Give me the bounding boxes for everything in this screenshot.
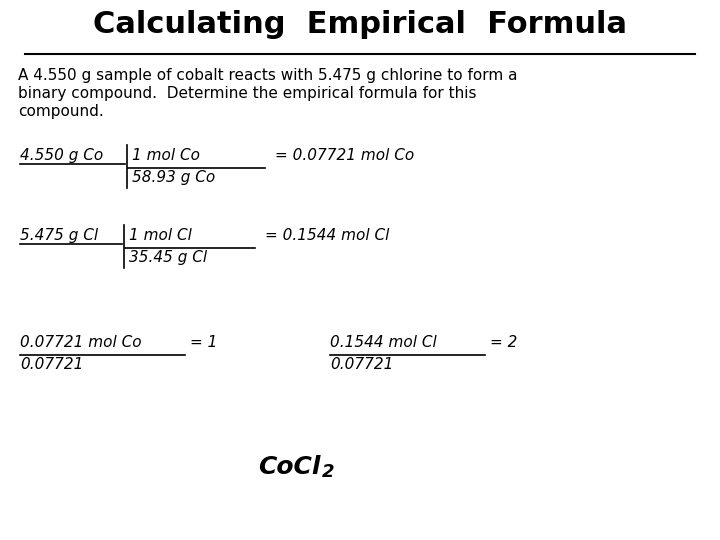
Text: 1 mol Co: 1 mol Co xyxy=(132,148,200,163)
Text: = 1: = 1 xyxy=(190,335,217,350)
Text: A 4.550 g sample of cobalt reacts with 5.475 g chlorine to form a: A 4.550 g sample of cobalt reacts with 5… xyxy=(18,68,518,83)
Text: = 0.07721 mol Co: = 0.07721 mol Co xyxy=(275,148,414,163)
Text: 0.07721 mol Co: 0.07721 mol Co xyxy=(20,335,142,350)
Text: 0.1544 mol Cl: 0.1544 mol Cl xyxy=(330,335,437,350)
Text: 1 mol Cl: 1 mol Cl xyxy=(129,228,192,243)
Text: 5.475 g Cl: 5.475 g Cl xyxy=(20,228,98,243)
Text: 4.550 g Co: 4.550 g Co xyxy=(20,148,103,163)
Text: 35.45 g Cl: 35.45 g Cl xyxy=(129,250,207,265)
Text: CoCl: CoCl xyxy=(258,455,320,479)
Text: = 2: = 2 xyxy=(490,335,518,350)
Text: compound.: compound. xyxy=(18,104,104,119)
Text: Calculating  Empirical  Formula: Calculating Empirical Formula xyxy=(93,10,627,39)
Text: 2: 2 xyxy=(322,463,335,481)
Text: 58.93 g Co: 58.93 g Co xyxy=(132,170,215,185)
Text: 0.07721: 0.07721 xyxy=(20,357,84,372)
Text: = 0.1544 mol Cl: = 0.1544 mol Cl xyxy=(265,228,390,243)
Text: 0.07721: 0.07721 xyxy=(330,357,393,372)
Text: binary compound.  Determine the empirical formula for this: binary compound. Determine the empirical… xyxy=(18,86,477,101)
